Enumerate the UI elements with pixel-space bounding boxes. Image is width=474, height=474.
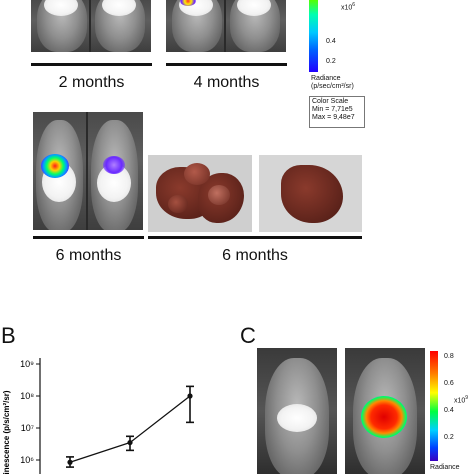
panel-letter-b: B <box>1 323 16 348</box>
y-tick-label: 10⁹ <box>20 359 34 369</box>
luminescence-chart: 10⁶ 10⁷ 10⁸ 10⁹ minescence (p/s/cm²/sr) <box>2 358 194 474</box>
scale-c-exponent-power: 9 <box>465 395 469 401</box>
scale-c-exponent: x10 <box>454 397 466 405</box>
bioluminescence-signal <box>41 154 69 178</box>
scale-tick-0-4: 0.4 <box>326 38 336 45</box>
mouse-belly <box>102 0 136 16</box>
caption-2-months: 2 months <box>58 74 125 91</box>
bioluminescence-signal <box>180 0 196 6</box>
scale-c-tick-1: 0.6 <box>444 380 454 387</box>
color-scale-bar <box>309 0 318 72</box>
mouse-belly <box>44 0 78 16</box>
y-axis-label: minescence (p/s/cm²/sr) <box>2 390 11 474</box>
scale-tick-0-2: 0.2 <box>326 58 336 65</box>
divider-line <box>148 236 362 239</box>
divider-line <box>166 63 287 66</box>
color-scale-min: Min = 7,71e5 <box>312 106 353 113</box>
scale-exponent-power: 6 <box>352 2 356 8</box>
radiance-unit: (p/sec/cm²/sr) <box>311 83 354 90</box>
bioluminescence-signal <box>103 156 125 174</box>
panel-letter-c: C <box>240 323 256 348</box>
mouse-photo-2-months <box>31 0 151 52</box>
color-scale-max: Max = 9,48e7 <box>312 114 355 121</box>
mouse-photo-tumor <box>345 348 425 474</box>
scale-c-label: Radiance <box>430 464 460 471</box>
bioluminescence-signal <box>361 396 407 438</box>
data-point <box>67 459 73 465</box>
data-point <box>127 439 133 446</box>
divider-line <box>33 236 144 239</box>
mouse-belly <box>237 0 271 16</box>
caption-6-months-liver: 6 months <box>222 247 288 264</box>
radiance-label: Radiance <box>311 75 341 82</box>
caption-6-months-imaging: 6 months <box>55 247 122 264</box>
scale-c-tick-0: 0.8 <box>444 353 454 360</box>
liver-photo-normal <box>259 155 362 232</box>
scale-c-tick-2: 0.4 <box>444 407 454 414</box>
divider-line <box>31 63 152 66</box>
y-tick-label: 10⁶ <box>20 455 34 465</box>
mouse-photo-4-months <box>166 0 286 52</box>
scale-unit-label: Radiance (p/sec/cm²/sr) <box>311 75 354 91</box>
mouse-photo-control <box>257 348 337 474</box>
mouse-photo-6-months <box>33 112 143 230</box>
scale-c-tick-3: 0.2 <box>444 434 454 441</box>
color-scale-box: Color Scale Min = 7,71e5 Max = 9,48e7 <box>309 96 365 128</box>
caption-4-months: 4 months <box>193 74 260 91</box>
color-scale-bar-c <box>430 351 438 461</box>
y-tick-label: 10⁸ <box>20 391 34 401</box>
liver-photo-tumor <box>148 155 252 232</box>
mouse-belly <box>277 404 317 432</box>
series-line <box>69 395 191 463</box>
data-point <box>187 393 193 399</box>
y-tick-label: 10⁷ <box>21 423 34 433</box>
scale-exponent: x10 <box>341 4 353 12</box>
color-scale-title: Color Scale <box>312 98 349 105</box>
